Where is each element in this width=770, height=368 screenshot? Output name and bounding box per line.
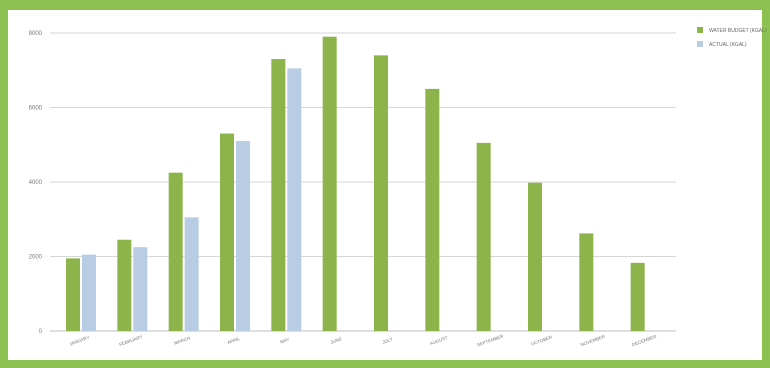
- bar: [528, 182, 542, 331]
- bar: [579, 233, 594, 331]
- bar: [82, 254, 96, 331]
- bar: [66, 258, 80, 331]
- x-tick-label: DECEMBER: [631, 334, 657, 348]
- x-tick-label: SEPTEMBER: [476, 333, 504, 347]
- bar: [117, 239, 132, 331]
- bars: [66, 36, 645, 331]
- y-tick-label: 8000: [29, 31, 43, 37]
- x-tick-label: MAY: [280, 337, 291, 345]
- legend-label: ACTUAL (KGAL): [709, 42, 747, 48]
- bar: [220, 133, 234, 331]
- x-tick-label: MARCH: [174, 335, 191, 345]
- x-tick-label: FEBRUARY: [118, 334, 143, 347]
- bar: [425, 88, 440, 331]
- gridlines: [50, 32, 676, 332]
- bar: [630, 262, 645, 331]
- y-tick-label: 0: [39, 329, 43, 335]
- bar: [476, 142, 491, 331]
- bar: [236, 141, 250, 331]
- legend-swatch: [697, 41, 703, 47]
- bar: [133, 247, 148, 331]
- bar: [168, 172, 183, 331]
- bar: [184, 217, 199, 331]
- bar: [374, 55, 388, 331]
- y-tick-label: 2000: [29, 255, 43, 261]
- bar: [271, 59, 286, 331]
- x-tick-label: AUGUST: [429, 335, 449, 346]
- x-tick-label: JUNE: [330, 336, 343, 345]
- bar: [322, 36, 337, 331]
- bar: [287, 68, 302, 331]
- legend: WATER BUDGET (KGAL) ACTUAL (KGAL): [697, 27, 767, 48]
- y-axis: 0 2000 4000 6000 8000: [29, 31, 43, 335]
- legend-swatch: [697, 27, 703, 33]
- y-tick-label: 6000: [29, 106, 43, 112]
- x-axis: JANUARY FEBRUARY MARCH APRIL MAY JUNE JULY AUGU…: [69, 333, 658, 347]
- x-tick-label: NOVEMBER: [580, 334, 607, 348]
- y-tick-label: 4000: [29, 180, 43, 186]
- x-tick-label: JANUARY: [69, 335, 90, 347]
- x-tick-label: OCTOBER: [530, 334, 553, 347]
- legend-label: WATER BUDGET (KGAL): [709, 28, 767, 34]
- x-tick-label: JULY: [382, 336, 394, 344]
- x-tick-label: APRIL: [227, 336, 241, 345]
